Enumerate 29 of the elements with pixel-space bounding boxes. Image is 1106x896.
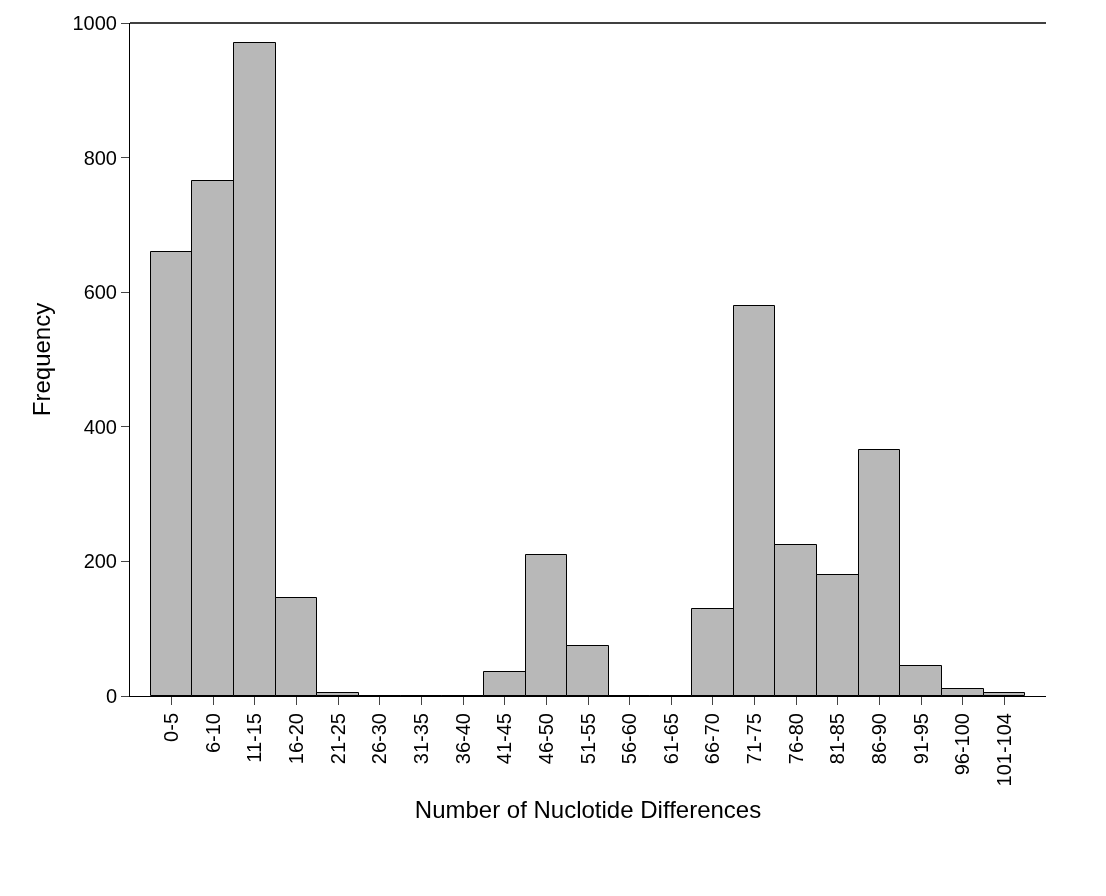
x-tick-label: 6-10 [201, 713, 224, 754]
x-tick-label: 91-95 [909, 713, 932, 765]
y-tick-label: 200 [83, 550, 117, 573]
x-tick-label: 0-5 [160, 713, 183, 742]
x-tick-label: 101-104 [992, 713, 1015, 787]
x-tick-label: 31-35 [409, 713, 432, 765]
x-tick-label: 81-85 [826, 713, 849, 765]
x-tick-label: 66-70 [701, 713, 724, 765]
y-tick-label: 600 [83, 281, 117, 304]
x-tick-label: 41-45 [493, 713, 516, 765]
x-tick-label: 71-75 [743, 713, 766, 765]
y-tick-label: 400 [83, 415, 117, 438]
x-axis-title: Number of Nuclotide Differences [414, 795, 762, 823]
x-tick-label: 61-65 [659, 713, 682, 765]
x-tick-label: 96-100 [951, 713, 974, 776]
y-axis-title: Frequency [27, 302, 55, 417]
y-tick-label: 0 [105, 685, 117, 707]
x-tick-label: 16-20 [285, 713, 308, 765]
x-tick-label: 21-25 [326, 713, 349, 765]
x-tick-label: 56-60 [618, 713, 641, 765]
x-tick-label: 46-50 [534, 713, 557, 765]
x-tick-label: 51-55 [576, 713, 599, 765]
x-tick-label: 26-30 [368, 713, 391, 765]
x-tick-label: 11-15 [243, 713, 266, 763]
x-tick-label: 86-90 [867, 713, 890, 765]
y-tick-label: 1000 [72, 12, 117, 34]
x-tick-label: 36-40 [451, 713, 474, 765]
y-tick-label: 800 [83, 146, 117, 169]
x-tick-label: 76-80 [784, 713, 807, 765]
